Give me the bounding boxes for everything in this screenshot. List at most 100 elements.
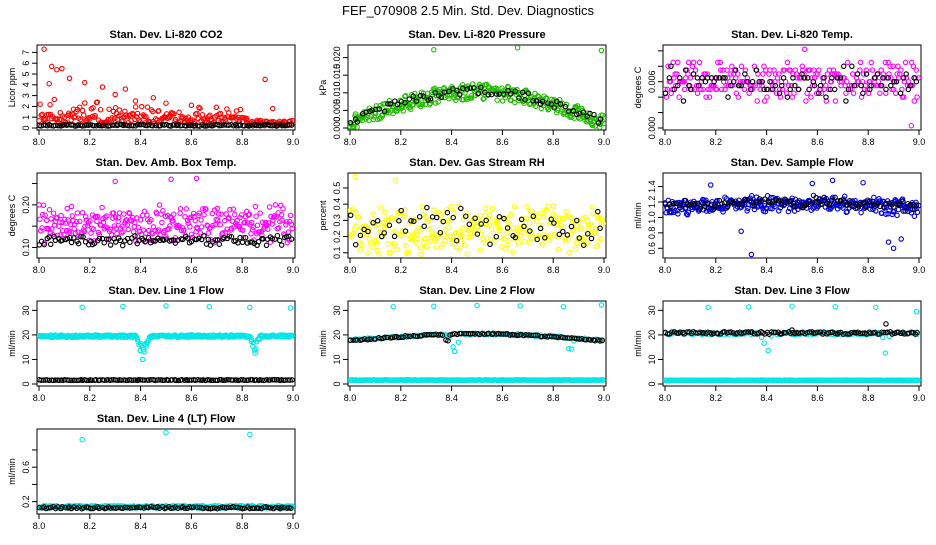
data-point	[505, 87, 511, 94]
data-point	[280, 205, 286, 212]
data-point	[400, 108, 407, 114]
data-point	[114, 230, 120, 237]
data-point	[539, 222, 545, 229]
y-tick-label: 20	[332, 330, 342, 340]
data-point	[738, 82, 744, 89]
data-point	[845, 86, 852, 93]
x-tick-label: 8.8	[547, 137, 560, 147]
data-point	[680, 98, 687, 104]
data-point	[82, 100, 88, 106]
data-point	[463, 210, 469, 217]
data-point	[811, 67, 817, 73]
data-point	[203, 206, 209, 212]
panel-title: Stan. Dev. Line 4 (LT) Flow	[97, 413, 236, 425]
data-point	[914, 329, 920, 336]
data-point	[835, 198, 841, 204]
y-tick-label: 0.1	[332, 247, 342, 260]
data-point	[200, 505, 206, 512]
plot-frame	[662, 300, 922, 387]
data-point	[454, 87, 460, 94]
data-point	[776, 90, 783, 97]
data-point	[780, 75, 787, 81]
y-tick-label: 30	[21, 305, 31, 315]
data-point	[758, 198, 764, 205]
data-point	[555, 234, 561, 240]
x-tick-label: 8.2	[84, 521, 97, 531]
data-point	[253, 122, 260, 129]
data-point	[269, 221, 275, 227]
data-point	[214, 237, 221, 243]
data-point	[764, 86, 770, 93]
data-point	[509, 210, 515, 217]
data-point	[509, 331, 516, 338]
data-point	[432, 100, 439, 106]
x-tick-label: 8.4	[445, 393, 458, 403]
data-point	[47, 241, 54, 248]
data-point	[895, 206, 902, 213]
data-point	[883, 211, 889, 217]
data-point	[554, 98, 560, 105]
data-point	[221, 234, 227, 241]
data-point	[894, 212, 900, 219]
data-point	[595, 208, 601, 215]
data-point	[168, 176, 174, 183]
data-point	[215, 217, 221, 223]
data-point	[214, 377, 221, 384]
data-point	[529, 236, 535, 242]
data-point	[212, 221, 219, 228]
data-point	[787, 200, 794, 206]
data-point	[163, 505, 169, 511]
data-point	[849, 63, 855, 70]
data-point	[543, 95, 550, 101]
data-point	[122, 86, 129, 92]
data-point	[196, 504, 203, 511]
data-point	[402, 99, 408, 106]
data-point	[599, 337, 606, 344]
data-point	[128, 377, 135, 384]
data-point	[359, 336, 365, 343]
data-point	[237, 234, 243, 241]
data-point	[895, 63, 901, 70]
data-point	[88, 230, 94, 236]
data-point	[87, 218, 93, 224]
data-point	[177, 210, 183, 217]
data-point	[589, 204, 595, 210]
data-point	[205, 230, 212, 236]
data-point	[863, 71, 870, 77]
data-point	[898, 67, 904, 73]
data-point	[405, 333, 411, 340]
data-point	[518, 216, 525, 223]
data-point	[880, 334, 886, 341]
data-point	[494, 219, 501, 225]
data-point	[900, 198, 906, 205]
data-point	[600, 220, 606, 227]
data-point	[710, 207, 716, 213]
plot-frame	[662, 172, 922, 259]
data-point	[666, 75, 673, 81]
data-point	[130, 123, 136, 129]
data-point	[901, 94, 907, 100]
data-point	[150, 238, 156, 244]
data-point	[512, 88, 519, 94]
data-point	[858, 82, 864, 89]
data-point	[440, 218, 447, 225]
data-point	[364, 231, 370, 238]
data-point	[72, 230, 79, 237]
data-point	[898, 197, 905, 203]
x-tick-label: 8.0	[344, 265, 357, 275]
data-point	[576, 336, 582, 342]
data-point	[737, 329, 743, 336]
y-axis-label: ml/min	[7, 458, 17, 485]
x-tick-label: 9.0	[287, 521, 300, 531]
data-point	[423, 244, 430, 250]
data-point	[545, 106, 552, 113]
data-point	[814, 329, 821, 335]
data-point	[799, 204, 805, 210]
x-tick-label: 8.6	[185, 137, 198, 147]
data-point	[811, 82, 818, 89]
data-point	[832, 194, 838, 201]
data-point	[522, 97, 528, 103]
y-tick-label: 1.0	[647, 211, 657, 224]
data-point	[407, 333, 413, 340]
data-point	[490, 230, 497, 237]
